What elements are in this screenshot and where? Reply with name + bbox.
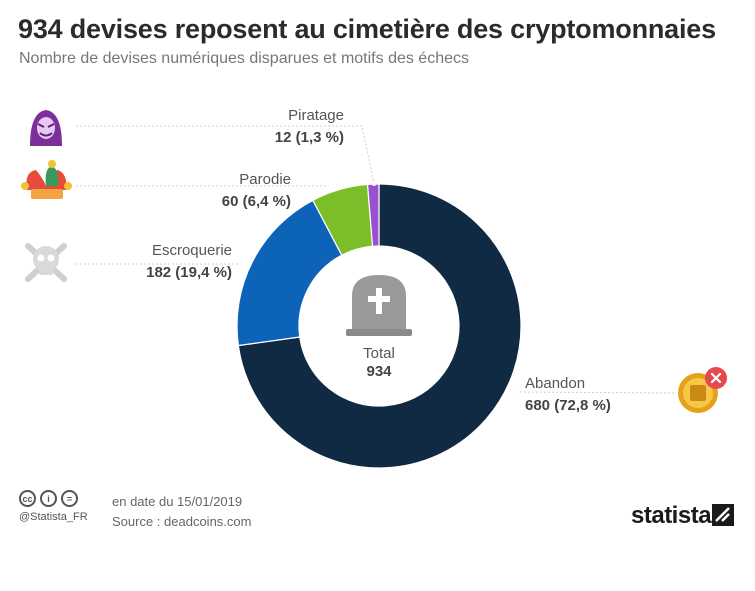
statista-logo[interactable]: statista bbox=[631, 502, 712, 529]
creative-commons-icon: cc bbox=[19, 490, 36, 507]
chart-title: 934 devises reposent au cimetière des cr… bbox=[18, 14, 716, 44]
source-text: Source : deadcoins.com bbox=[112, 514, 252, 529]
hacker-icon bbox=[30, 110, 62, 146]
slice-label-parodie: Parodie bbox=[239, 171, 291, 188]
license-block: cc i = @Statista_FR bbox=[19, 490, 88, 523]
skull-crossbones-icon bbox=[25, 243, 67, 282]
slice-label-escroquerie: Escroquerie bbox=[152, 242, 232, 259]
slice-value-abandon: 680 (72,8 %) bbox=[525, 397, 611, 414]
center-total-value: 934 bbox=[366, 363, 392, 380]
jester-hat-icon bbox=[21, 160, 72, 199]
tombstone-icon bbox=[346, 275, 412, 336]
leader-line-abandon bbox=[515, 391, 677, 394]
release-date: en date du 15/01/2019 bbox=[112, 494, 243, 509]
leader-line-piratage bbox=[76, 125, 375, 185]
leader-dot-abandon bbox=[514, 390, 518, 394]
slice-value-escroquerie: 182 (19,4 %) bbox=[146, 264, 232, 281]
slice-value-piratage: 12 (1,3 %) bbox=[275, 129, 344, 146]
slice-label-piratage: Piratage bbox=[288, 107, 344, 124]
slice-value-parodie: 60 (6,4 %) bbox=[222, 193, 291, 210]
attribution-icon: i bbox=[40, 490, 57, 507]
source-block: en date du 15/01/2019 Source : deadcoins… bbox=[112, 492, 251, 532]
dead-coin-icon bbox=[678, 367, 727, 413]
slice-label-abandon: Abandon bbox=[525, 375, 585, 392]
slice-abandon[interactable] bbox=[237, 183, 522, 469]
leader-dot-piratage bbox=[372, 182, 376, 186]
statista-logo-mark bbox=[712, 504, 734, 526]
leader-dot-escroquerie bbox=[240, 262, 244, 266]
no-derivatives-icon: = bbox=[61, 490, 78, 507]
slice-piratage[interactable] bbox=[366, 183, 380, 247]
leader-dot-parodie bbox=[328, 184, 332, 188]
chart-subtitle: Nombre de devises numériques disparues e… bbox=[19, 50, 469, 67]
twitter-handle: @Statista_FR bbox=[19, 511, 88, 523]
center-total-label: Total bbox=[363, 345, 395, 362]
